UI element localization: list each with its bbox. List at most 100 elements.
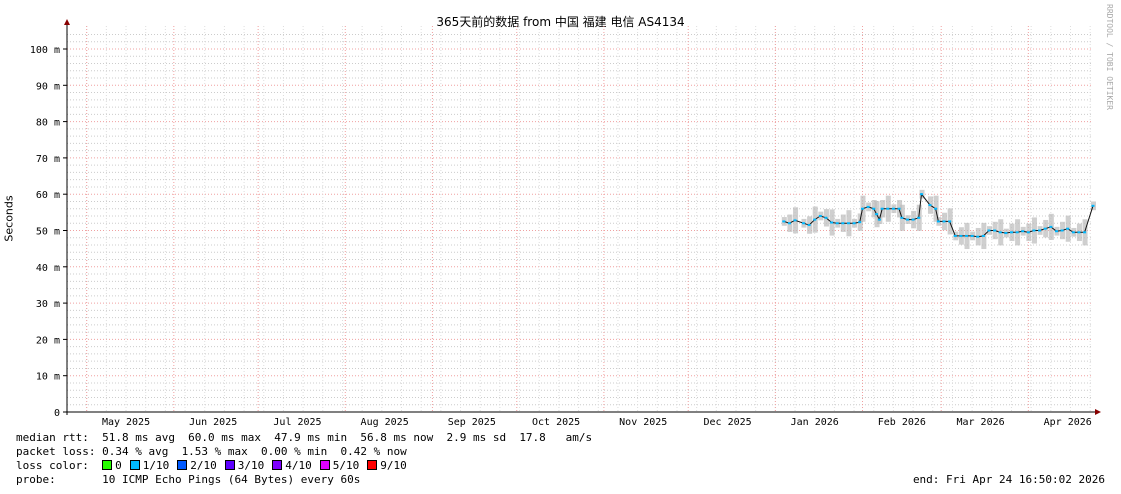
median-rtt-point <box>993 229 997 232</box>
median-rtt-point <box>818 214 822 217</box>
median-rtt-point <box>970 234 974 237</box>
loss-color-item: 2/10 <box>177 459 217 472</box>
median-rtt-point <box>787 222 791 225</box>
median-rtt-point <box>1083 231 1087 234</box>
median-rtt-point <box>835 222 839 225</box>
median-rtt-point <box>866 205 870 208</box>
loss-color-swatch <box>102 460 113 470</box>
median-rtt-point <box>1021 230 1025 233</box>
median-rtt-point <box>905 218 909 221</box>
chart-title: 365天前的数据 from 中国 福建 电信 AS4134 <box>436 15 685 29</box>
plot-area: May 2025 Jun 2025 Jul 2025 Aug 2025 Sep 2025… <box>30 19 1101 428</box>
packet-loss-stats: packet loss: 0.34 % avg 1.53 % max 0.00 … <box>16 445 407 458</box>
median-rtt-point <box>861 207 865 210</box>
median-rtt-point <box>920 193 924 196</box>
median-rtt-point <box>900 216 904 219</box>
loss-color-legend: loss color: 0 1/10 2/10 3/10 4/10 5/10 9/10 <box>16 459 415 473</box>
x-axis-arrow <box>1095 409 1101 415</box>
loss-color-label: 3/10 <box>237 459 265 472</box>
median-rtt-point <box>841 222 845 225</box>
median-rtt-point <box>1015 231 1019 234</box>
median-rtt-point <box>981 234 985 237</box>
median-rtt-point <box>948 220 952 223</box>
median-rtt-point <box>959 234 963 237</box>
median-rtt-point <box>897 207 901 210</box>
loss-color-label: loss color: <box>16 459 89 472</box>
x-tick-label: Apr 2026 <box>1044 417 1092 428</box>
loss-color-label: 2/10 <box>190 459 217 472</box>
median-rtt-point <box>1054 230 1058 233</box>
median-rtt-point <box>1004 232 1008 235</box>
median-rtt-point <box>928 204 932 207</box>
y-tick-label: 40 m <box>36 263 60 274</box>
median-rtt-point <box>807 224 811 227</box>
median-rtt-point <box>886 207 890 210</box>
y-tick-label: 70 m <box>36 154 60 165</box>
median-rtt-point <box>1077 231 1081 234</box>
median-rtt-point <box>891 207 895 210</box>
x-tick-label: Mar 2026 <box>956 417 1004 428</box>
median-rtt-point <box>1038 229 1042 232</box>
median-rtt-point <box>911 218 915 221</box>
probe-info: probe: 10 ICMP Echo Pings (64 Bytes) eve… <box>16 473 361 486</box>
median-rtt-line <box>783 192 1094 238</box>
median-rtt-point <box>976 235 980 238</box>
x-tick-label: Jun 2025 <box>189 417 237 428</box>
x-tick-label: May 2025 <box>102 417 150 428</box>
x-tick-label: Dec 2025 <box>703 417 751 428</box>
loss-color-item: 1/10 <box>129 459 169 472</box>
loss-color-label: 4/10 <box>285 459 312 472</box>
median-rtt-point <box>852 222 856 225</box>
median-rtt-point <box>953 234 957 237</box>
x-tick-label: Feb 2026 <box>878 417 926 428</box>
y-tick-label: 20 m <box>36 335 60 346</box>
loss-color-swatch <box>272 460 283 470</box>
median-rtt-point <box>934 207 938 210</box>
median-rtt-point <box>782 220 786 223</box>
loss-color-swatch <box>224 460 235 470</box>
y-tick-label: 10 m <box>36 372 60 383</box>
median-rtt-point <box>830 221 834 224</box>
x-tick-label: Aug 2025 <box>361 417 409 428</box>
median-rtt-point <box>801 222 805 225</box>
median-rtt-point <box>942 220 946 223</box>
median-rtt-point <box>793 219 797 222</box>
median-rtt-point <box>824 216 828 219</box>
y-tick-label: 90 m <box>36 81 60 92</box>
median-rtt-point <box>1071 231 1075 234</box>
loss-color-swatch <box>319 460 330 470</box>
loss-color-label: 5/10 <box>332 459 360 472</box>
y-tick-label: 0 <box>54 408 60 419</box>
loss-color-item: 5/10 <box>319 459 360 472</box>
loss-color-label: 9/10 <box>380 459 407 472</box>
median-rtt-point <box>880 207 884 210</box>
median-rtt-point <box>875 213 879 216</box>
loss-color-item: 9/10 <box>367 459 407 472</box>
median-rtt-point <box>1032 229 1036 232</box>
x-tick-label: Nov 2025 <box>619 417 667 428</box>
median-rtt-point <box>998 231 1002 234</box>
loss-color-swatch <box>367 460 378 470</box>
median-rtt-point <box>1091 204 1095 207</box>
y-axis-arrow <box>64 19 70 25</box>
y-tick-label: 100 m <box>30 45 60 56</box>
median-rtt-stats: median rtt: 51.8 ms avg 60.0 ms max 47.9… <box>16 431 593 444</box>
loss-color-item: 4/10 <box>272 459 312 472</box>
median-rtt-point <box>987 229 991 232</box>
loss-color-label: 0 <box>115 459 122 472</box>
x-tick-label: Oct 2025 <box>532 417 580 428</box>
y-tick-label: 80 m <box>36 118 60 129</box>
x-tick-label: Sep 2025 <box>448 417 496 428</box>
x-tick-label: Jul 2025 <box>273 417 321 428</box>
median-rtt-point <box>965 234 969 237</box>
loss-color-item: 3/10 <box>224 459 265 472</box>
median-rtt-point <box>872 207 876 210</box>
median-rtt-point <box>1066 227 1070 230</box>
y-tick-label: 30 m <box>36 299 60 310</box>
median-rtt-point <box>1060 229 1064 232</box>
median-rtt-point <box>1043 227 1047 230</box>
rrdtool-watermark: RRDTOOL / TOBI OETIKER <box>1105 4 1114 110</box>
median-rtt-point <box>858 221 862 224</box>
median-rtt-point <box>936 220 940 223</box>
